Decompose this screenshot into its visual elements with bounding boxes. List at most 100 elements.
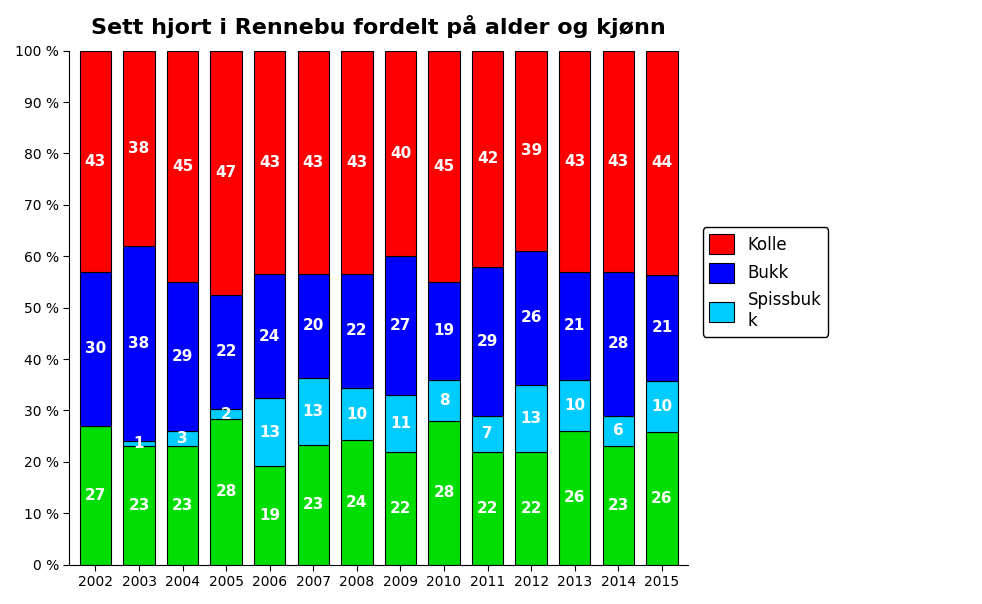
Text: 24: 24 bbox=[347, 495, 367, 510]
Bar bbox=[341, 440, 372, 565]
Text: 30: 30 bbox=[84, 341, 106, 356]
Text: 19: 19 bbox=[433, 323, 455, 338]
Text: 2: 2 bbox=[221, 406, 232, 422]
Bar bbox=[210, 419, 242, 565]
Text: 21: 21 bbox=[564, 318, 585, 333]
Text: 43: 43 bbox=[564, 153, 585, 169]
Bar bbox=[428, 51, 460, 282]
Bar bbox=[646, 432, 678, 565]
Bar bbox=[385, 452, 416, 565]
Bar bbox=[559, 431, 590, 565]
Text: 42: 42 bbox=[477, 151, 498, 166]
Bar bbox=[603, 416, 634, 446]
Bar bbox=[167, 431, 198, 446]
Text: 24: 24 bbox=[259, 329, 281, 344]
Bar bbox=[559, 272, 590, 379]
Text: 23: 23 bbox=[302, 497, 324, 512]
Text: 22: 22 bbox=[215, 344, 237, 359]
Bar bbox=[385, 395, 416, 452]
Text: 29: 29 bbox=[477, 333, 498, 349]
Bar bbox=[298, 445, 329, 565]
Bar bbox=[603, 51, 634, 272]
Text: 27: 27 bbox=[390, 318, 411, 333]
Bar bbox=[472, 416, 504, 452]
Bar bbox=[254, 274, 286, 399]
Text: 6: 6 bbox=[613, 423, 624, 439]
Text: 43: 43 bbox=[608, 153, 628, 169]
Bar bbox=[472, 266, 504, 416]
Bar bbox=[124, 446, 155, 565]
Bar bbox=[516, 385, 547, 452]
Text: 38: 38 bbox=[129, 336, 149, 351]
Text: 43: 43 bbox=[259, 155, 280, 170]
Bar bbox=[298, 51, 329, 274]
Bar bbox=[124, 442, 155, 446]
Bar bbox=[80, 51, 111, 272]
Bar bbox=[298, 274, 329, 378]
Text: 3: 3 bbox=[178, 431, 188, 446]
Bar bbox=[254, 51, 286, 274]
Bar bbox=[254, 399, 286, 466]
Bar bbox=[428, 282, 460, 379]
Text: 10: 10 bbox=[651, 399, 673, 414]
Text: 22: 22 bbox=[477, 501, 498, 516]
Bar bbox=[254, 466, 286, 565]
Bar bbox=[646, 275, 678, 381]
Bar bbox=[559, 379, 590, 431]
Text: 44: 44 bbox=[651, 155, 673, 170]
Text: 23: 23 bbox=[172, 498, 193, 513]
Bar bbox=[167, 446, 198, 565]
Text: 1: 1 bbox=[134, 436, 144, 451]
Text: 28: 28 bbox=[215, 484, 237, 500]
Bar bbox=[210, 409, 242, 419]
Text: 21: 21 bbox=[651, 321, 673, 335]
Bar bbox=[603, 446, 634, 565]
Text: 27: 27 bbox=[84, 487, 106, 503]
Bar bbox=[646, 51, 678, 275]
Bar bbox=[385, 51, 416, 256]
Text: 13: 13 bbox=[259, 425, 280, 440]
Text: 40: 40 bbox=[390, 146, 411, 161]
Text: 23: 23 bbox=[608, 498, 629, 513]
Bar bbox=[124, 51, 155, 246]
Bar bbox=[385, 256, 416, 395]
Text: 10: 10 bbox=[565, 398, 585, 413]
Text: 39: 39 bbox=[520, 143, 542, 158]
Bar bbox=[341, 388, 372, 440]
Text: 23: 23 bbox=[129, 498, 149, 513]
Bar bbox=[124, 246, 155, 442]
Text: 26: 26 bbox=[564, 490, 585, 506]
Text: 26: 26 bbox=[520, 310, 542, 326]
Text: 11: 11 bbox=[390, 416, 410, 431]
Text: 38: 38 bbox=[129, 141, 149, 156]
Bar bbox=[210, 295, 242, 409]
Text: 28: 28 bbox=[608, 336, 629, 351]
Bar bbox=[298, 378, 329, 445]
Text: 22: 22 bbox=[520, 501, 542, 516]
Bar bbox=[341, 274, 372, 388]
Text: 22: 22 bbox=[346, 324, 367, 338]
Bar bbox=[80, 426, 111, 565]
Text: 22: 22 bbox=[390, 501, 411, 516]
Text: 13: 13 bbox=[302, 404, 324, 419]
Bar bbox=[516, 251, 547, 385]
Text: 43: 43 bbox=[84, 153, 106, 169]
Legend: Kolle, Bukk, Spissbuk
k: Kolle, Bukk, Spissbuk k bbox=[702, 227, 828, 336]
Text: 13: 13 bbox=[520, 411, 542, 426]
Text: 28: 28 bbox=[433, 485, 455, 500]
Bar bbox=[603, 272, 634, 416]
Text: 19: 19 bbox=[259, 508, 280, 523]
Bar bbox=[341, 51, 372, 274]
Text: 20: 20 bbox=[302, 318, 324, 333]
Text: 45: 45 bbox=[433, 159, 455, 174]
Text: 47: 47 bbox=[215, 165, 237, 180]
Bar bbox=[428, 379, 460, 421]
Bar bbox=[559, 51, 590, 272]
Bar bbox=[428, 421, 460, 565]
Bar bbox=[646, 381, 678, 432]
Bar bbox=[167, 51, 198, 282]
Text: 8: 8 bbox=[439, 393, 450, 408]
Bar bbox=[472, 452, 504, 565]
Bar bbox=[516, 452, 547, 565]
Text: 29: 29 bbox=[172, 349, 193, 364]
